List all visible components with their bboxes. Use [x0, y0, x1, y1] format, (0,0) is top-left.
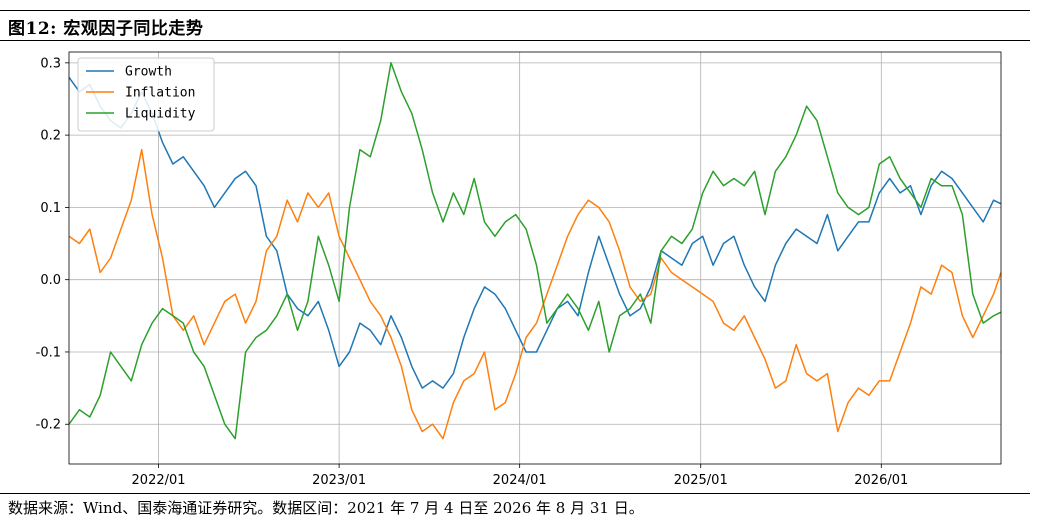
- x-tick-label: 2022/01: [132, 473, 186, 488]
- x-tick-label: 2025/01: [674, 473, 728, 488]
- plot-frame: [68, 51, 1002, 465]
- x-tick-label: 2026/01: [854, 473, 908, 488]
- y-tick-label: 0.2: [40, 129, 61, 144]
- y-tick-label: -0.1: [36, 345, 61, 360]
- y-tick-label: 0.3: [40, 56, 61, 71]
- series-line-inflation: [68, 148, 1002, 440]
- line-chart: -0.2 -0.1 0.0 0.1 0.2 0.3 2022/01 2023/01 2024/0…: [36, 51, 1002, 488]
- legend-label-inflation: Inflation: [125, 86, 195, 101]
- y-tick-label: 0.1: [40, 201, 61, 216]
- x-tick-label: 2024/01: [493, 473, 547, 488]
- series-line-growth: [68, 76, 1002, 389]
- series-line-liquidity: [68, 62, 1002, 440]
- legend-label-liquidity: Liquidity: [125, 107, 196, 122]
- footer-rule: [0, 493, 1030, 494]
- y-tick-label: -0.2: [36, 418, 61, 433]
- legend: Growth Inflation Liquidity: [77, 57, 215, 132]
- header-top-rule: [0, 10, 1030, 11]
- y-tick-label: 0.0: [40, 273, 61, 288]
- figure-title: 图12: 宏观因子同比走势: [8, 19, 204, 39]
- header-bottom-rule: [0, 40, 1030, 41]
- legend-label-growth: Growth: [125, 65, 172, 80]
- source-note: 数据来源：Wind、国泰海通证券研究。数据区间：2021 年 7 月 4 日至 …: [8, 499, 644, 517]
- x-tick-label: 2023/01: [312, 473, 366, 488]
